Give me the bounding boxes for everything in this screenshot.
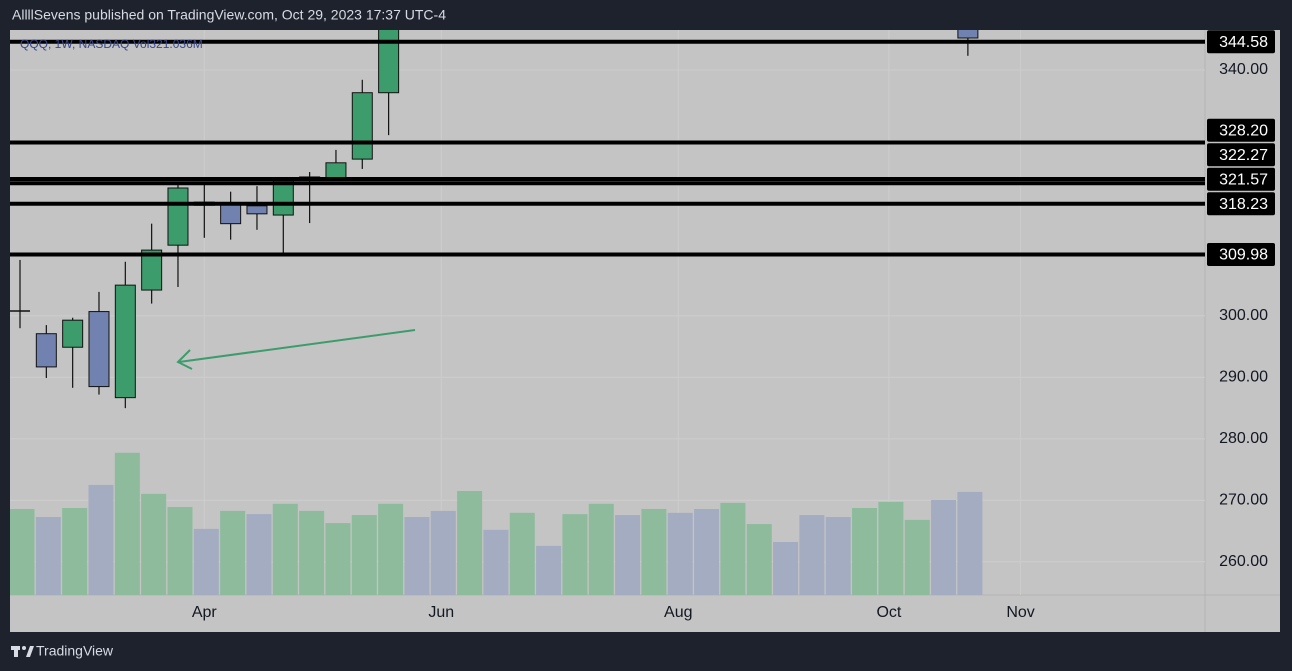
y-tick-label: 340.00 — [1219, 61, 1268, 78]
brand: TradingView — [36, 643, 114, 659]
volume-bar — [88, 484, 114, 595]
y-tick-label: 300.00 — [1219, 307, 1268, 324]
volume-bar — [562, 514, 588, 595]
volume-bar — [62, 508, 88, 595]
axes: 260.00 270.00 280.00 290.00 300.00 340.00 Apr J… — [192, 30, 1275, 621]
level-label: 344.58 — [1219, 34, 1268, 51]
volume-bar — [641, 508, 667, 595]
candle-body — [378, 30, 400, 94]
candle-body — [957, 30, 979, 39]
volume-bar — [931, 499, 957, 595]
volume-bar — [351, 515, 377, 595]
y-tick-label: 270.00 — [1219, 492, 1268, 509]
volume-bar — [404, 516, 430, 595]
volume-bar — [746, 524, 772, 595]
x-tick-label: Oct — [876, 604, 901, 621]
level-label-box — [1207, 167, 1275, 191]
volume-bar — [509, 512, 535, 595]
candle-body — [246, 205, 268, 215]
level-label-box — [1207, 30, 1275, 54]
annotation-arrow — [176, 329, 416, 370]
publish-header: AllllSevens published on TradingView.com… — [12, 7, 446, 23]
volume-bar — [299, 510, 325, 595]
volume-bar — [825, 516, 851, 595]
volume-bar — [141, 493, 167, 595]
volume-bar — [904, 519, 930, 595]
volume-bar — [167, 507, 193, 595]
level-label-box — [1207, 243, 1275, 267]
volume-bar — [325, 523, 351, 595]
volume-bar — [430, 510, 456, 595]
y-tick-label: 260.00 — [1219, 553, 1268, 570]
candle-body — [141, 249, 163, 291]
plot-area — [10, 30, 1205, 595]
volume-bar — [220, 510, 246, 595]
level-label: 309.98 — [1219, 247, 1268, 264]
volume-bar — [720, 502, 746, 595]
level-label-box — [1207, 192, 1275, 216]
volume-bar — [483, 529, 509, 595]
candle-body — [167, 187, 189, 246]
level-label: 321.57 — [1219, 172, 1268, 189]
candle-body — [220, 203, 242, 225]
volume-bar — [193, 528, 219, 595]
candle-body — [88, 311, 110, 388]
y-tick-label: 280.00 — [1219, 430, 1268, 447]
volume-bar — [878, 501, 904, 595]
candle-body — [351, 92, 373, 160]
volume-bar — [272, 503, 298, 595]
candle-body — [35, 333, 57, 368]
volume-bar — [536, 545, 562, 595]
volume-bar — [615, 515, 641, 595]
x-tick-label: Aug — [664, 604, 692, 621]
x-tick-label: Jun — [428, 604, 454, 621]
volume-bar — [799, 515, 825, 595]
volume-bar — [957, 491, 983, 595]
volume-bar — [378, 503, 404, 595]
volume-bar — [667, 512, 693, 595]
volume-bar — [852, 508, 878, 595]
candle-body — [114, 284, 136, 399]
x-tick-label: Nov — [1006, 604, 1034, 621]
level-label: 322.27 — [1219, 147, 1268, 164]
x-tick-label: Apr — [192, 604, 218, 621]
volume-bar — [114, 452, 140, 595]
volume-bar — [457, 490, 483, 595]
tv-logo — [11, 646, 34, 657]
volume-bar — [694, 508, 720, 595]
level-label: 318.23 — [1219, 196, 1268, 213]
volume-bar — [35, 516, 61, 595]
level-label: 328.20 — [1219, 123, 1268, 140]
volume-bar — [773, 542, 799, 595]
level-label-box — [1207, 118, 1275, 142]
level-label-box — [1207, 143, 1275, 167]
candle-body — [62, 319, 84, 348]
symbol-legend: QQQ, 1W, NASDAQ Vol321.036M — [20, 37, 203, 51]
volume-bar — [588, 503, 614, 595]
volume-bar — [10, 508, 35, 595]
y-tick-label: 290.00 — [1219, 369, 1268, 386]
volume-bar — [246, 514, 272, 595]
